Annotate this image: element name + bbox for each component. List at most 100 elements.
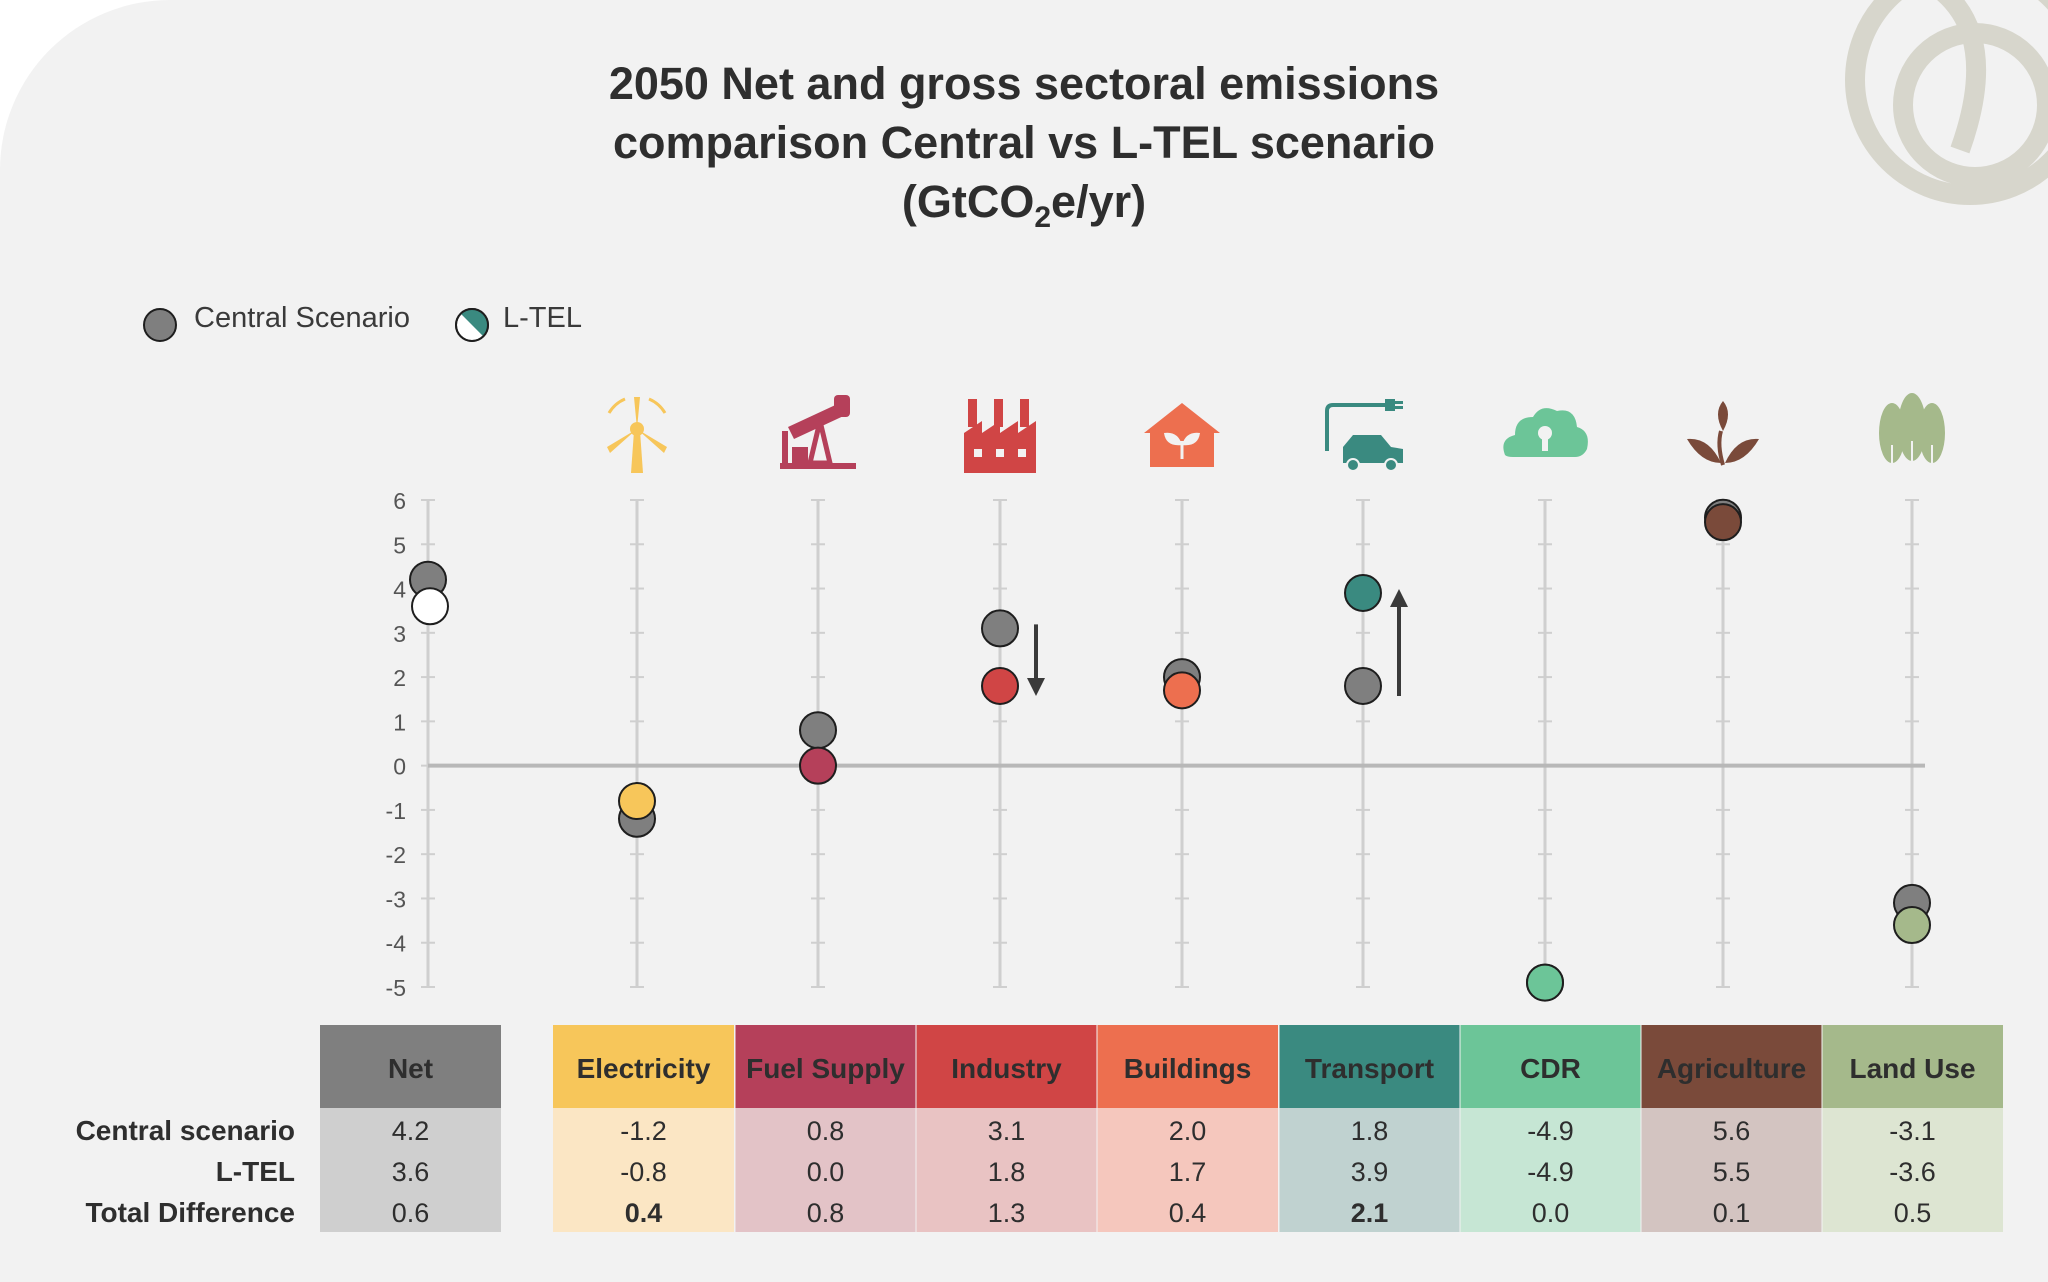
y-tick-label: 5 [393, 532, 406, 558]
house-leaf-icon [1144, 403, 1220, 467]
sector-icons [607, 393, 1945, 473]
y-tick-label: 0 [393, 754, 406, 780]
table-value-cell: -4.9 [1527, 1157, 1574, 1187]
table-value-cell: 0.4 [1169, 1198, 1207, 1228]
table-header-label: Land Use [1849, 1053, 1975, 1084]
trees-icon [1879, 393, 1945, 471]
ltel-point-land-use [1893, 906, 1931, 945]
table-header-label: Industry [951, 1053, 1062, 1084]
y-tick-label: 2 [393, 665, 406, 691]
table-value-cell: -0.8 [620, 1157, 667, 1187]
legend-ltel-label: L-TEL [503, 302, 582, 334]
legend-ltel-marker-icon [455, 308, 489, 342]
table-value-cell: 2.1 [1351, 1198, 1389, 1228]
legend-central-label: Central Scenario [194, 302, 410, 334]
table-body-cell-land-use [1822, 1108, 2003, 1232]
table-row-label: L-TEL [216, 1156, 295, 1187]
table-header-label: Electricity [577, 1053, 711, 1084]
ltel-point-electricity [618, 782, 656, 821]
plant-icon [1687, 401, 1759, 466]
table-body-cell-cdr [1460, 1108, 1641, 1232]
table-value-cell: 3.9 [1351, 1157, 1389, 1187]
table-header-cell-agriculture [1641, 1025, 1822, 1108]
table-row-label: Total Difference [85, 1197, 295, 1228]
table-value-cell: 1.8 [988, 1157, 1026, 1187]
table-header-cell-cdr [1460, 1025, 1641, 1108]
table-header-cell-electricity [553, 1025, 734, 1108]
ltel-point-agriculture [1704, 503, 1742, 542]
factory-icon [964, 399, 1036, 473]
chart-title-line-2: comparison Central vs L-TEL scenario [613, 117, 1435, 168]
wind-turbine-icon [607, 397, 667, 473]
ltel-point-buildings [1163, 671, 1201, 710]
ltel-point-industry [981, 666, 1019, 705]
legend-central-marker-icon [143, 308, 177, 342]
table-header-label: Transport [1305, 1053, 1434, 1084]
table-header-cell-land-use [1822, 1025, 2003, 1108]
y-tick-label: 3 [393, 621, 406, 647]
table-value-cell: 5.6 [1713, 1116, 1751, 1146]
table-body-cell-industry [916, 1108, 1097, 1232]
table-header-label: Buildings [1124, 1053, 1252, 1084]
table-header-label: Agriculture [1657, 1053, 1806, 1084]
table-value-cell: -3.6 [1889, 1157, 1936, 1187]
chart-title-line-3: (GtCO2e/yr) [901, 176, 1147, 234]
table-value-cell: 0.8 [807, 1116, 845, 1146]
data-table: Central scenario L-TEL Total Difference Net… [76, 1025, 2003, 1232]
table-value-cell: 0.4 [625, 1198, 663, 1228]
ltel-point-fuel-supply [799, 746, 837, 785]
table-body-cell-net [320, 1108, 501, 1232]
central-point-fuel-supply [799, 711, 837, 750]
table-header-cell-industry [916, 1025, 1097, 1108]
table-value-cell: 0.0 [1532, 1198, 1570, 1228]
table-value-cell: 2.0 [1169, 1116, 1207, 1146]
y-tick-label: -5 [386, 975, 406, 1001]
table-value-cell: 4.2 [392, 1116, 430, 1146]
table-value-cell: 1.7 [1169, 1157, 1207, 1187]
table-header-label: Fuel Supply [746, 1053, 905, 1084]
cloud-lock-icon [1503, 408, 1588, 457]
table-header-cell-buildings [1097, 1025, 1278, 1108]
table-value-cell: 0.5 [1894, 1198, 1932, 1228]
chart-title-line-1: 2050 Net and gross sectoral emissions [608, 58, 1440, 109]
table-header-cell-fuel-supply [735, 1025, 916, 1108]
change-arrow-head [1027, 677, 1045, 696]
decorative-logo-icon [1845, 0, 2048, 205]
table-value-cell: 3.6 [392, 1157, 430, 1187]
table-header-label: Net [388, 1053, 433, 1084]
ltel-point-transport [1344, 573, 1382, 612]
ltel-point-net [411, 587, 449, 626]
plot-area: 6 5 4 3 2 1 0 -1 -2 -3 -4 -5 [386, 488, 1931, 1002]
oil-pump-icon [780, 395, 856, 469]
table-body-cell-buildings [1097, 1108, 1278, 1232]
ltel-point-cdr [1526, 963, 1564, 1002]
change-arrow-head [1390, 588, 1408, 607]
table-body-cell-transport [1279, 1108, 1460, 1232]
table-value-cell: 0.1 [1713, 1198, 1751, 1228]
table-value-cell: 0.0 [807, 1157, 845, 1187]
table-body-cell-agriculture [1641, 1108, 1822, 1232]
table-header-cell-transport [1279, 1025, 1460, 1108]
table-header-label: CDR [1520, 1053, 1581, 1084]
central-point-industry [981, 609, 1019, 648]
table-value-cell: 0.8 [807, 1198, 845, 1228]
y-tick-label: 6 [393, 488, 406, 514]
table-value-cell: -1.2 [620, 1116, 667, 1146]
table-body-cell-electricity [553, 1108, 734, 1232]
table-header-cell-net [320, 1025, 501, 1108]
y-tick-label: -4 [386, 931, 407, 957]
y-tick-label: -1 [386, 798, 406, 824]
table-value-cell: 5.5 [1713, 1157, 1751, 1187]
table-value-cell: 1.8 [1351, 1116, 1389, 1146]
central-point-transport [1344, 666, 1382, 705]
electric-car-icon [1325, 399, 1403, 472]
y-tick-label: -3 [386, 886, 406, 912]
table-body-cell-fuel-supply [735, 1108, 916, 1232]
y-tick-label: 4 [393, 577, 406, 603]
table-value-cell: -4.9 [1527, 1116, 1574, 1146]
y-tick-label: 1 [393, 709, 406, 735]
table-value-cell: 0.6 [392, 1198, 430, 1228]
table-row-label: Central scenario [76, 1115, 295, 1146]
